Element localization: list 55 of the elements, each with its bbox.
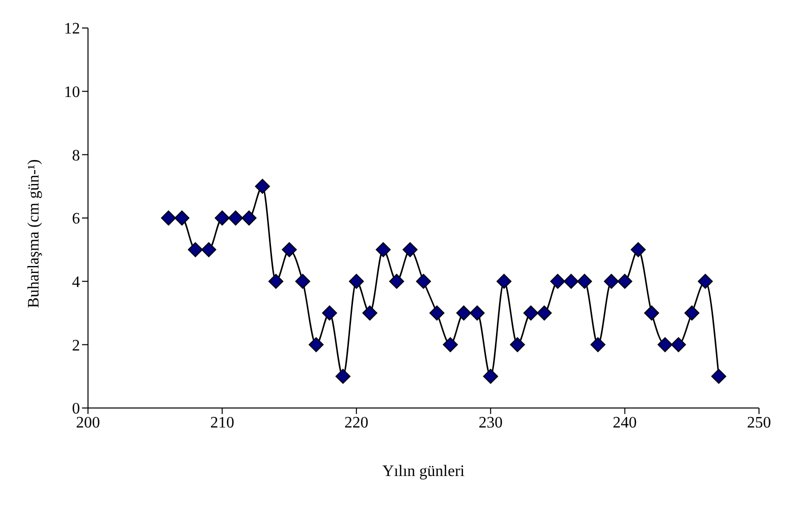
point [550, 274, 566, 289]
point [536, 306, 552, 320]
x-tick-label: 250 [747, 414, 771, 432]
point [389, 274, 404, 289]
y-tick-label: 6 [72, 210, 80, 228]
point [416, 274, 431, 289]
x-tick-label: 230 [478, 414, 503, 432]
y-tick-label: 10 [64, 84, 80, 102]
point [658, 337, 673, 352]
point [322, 306, 338, 320]
x-tick-label: 240 [612, 414, 637, 432]
point [335, 368, 350, 384]
point [564, 274, 579, 289]
point [442, 337, 458, 352]
point [348, 274, 364, 289]
point [228, 210, 244, 226]
y-tick-label: 8 [72, 147, 80, 164]
point [376, 242, 391, 258]
point [429, 306, 444, 320]
point [670, 337, 686, 352]
point [483, 368, 498, 384]
point [214, 210, 230, 226]
point [684, 306, 700, 320]
point [711, 368, 726, 384]
point [402, 242, 418, 258]
point [282, 242, 297, 258]
x-axis-title: Yılın günleri [382, 463, 466, 480]
point [577, 274, 592, 289]
point [174, 210, 190, 226]
point [268, 274, 284, 289]
point [470, 306, 485, 320]
point [510, 337, 525, 352]
point [456, 306, 472, 320]
point [362, 306, 378, 320]
point [630, 242, 646, 258]
point [698, 274, 713, 289]
point [644, 306, 660, 320]
point [590, 337, 606, 352]
y-axis-title: Buharlaşma (cm gün-¹) [26, 159, 43, 308]
y-tick-label: 12 [64, 20, 80, 38]
point [242, 210, 257, 226]
point [295, 274, 310, 289]
point [161, 210, 176, 226]
point [201, 242, 216, 258]
point [188, 242, 203, 258]
x-tick-label: 210 [210, 414, 234, 432]
point [308, 337, 324, 352]
point [254, 178, 270, 194]
y-tick-label: 4 [72, 274, 80, 292]
x-tick-label: 220 [344, 414, 368, 432]
point [604, 274, 619, 289]
y-tick-label: 2 [72, 337, 80, 354]
point [496, 274, 512, 289]
point [617, 274, 632, 289]
point [523, 306, 538, 320]
